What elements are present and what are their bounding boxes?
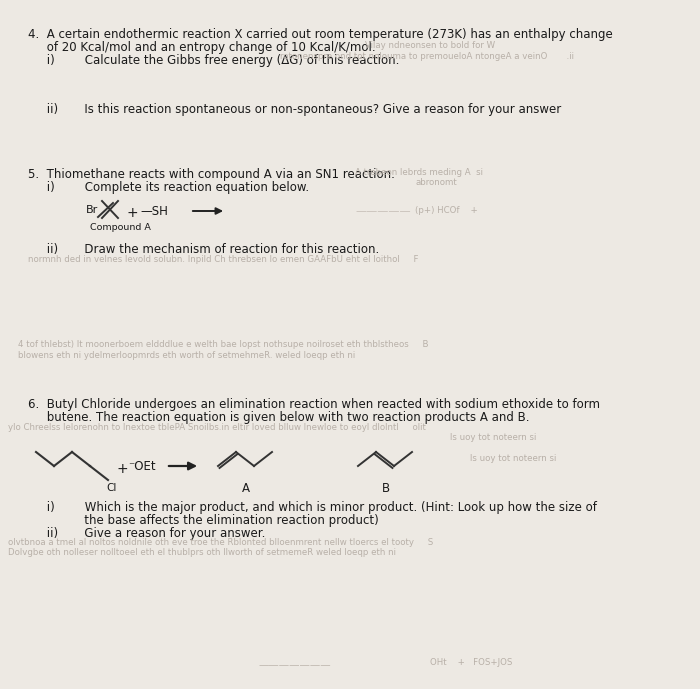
Text: ii)       Give a reason for your answer.: ii) Give a reason for your answer. — [28, 527, 265, 540]
Text: ls uoy tot noteern si: ls uoy tot noteern si — [450, 433, 536, 442]
Text: 4.  A certain endothermic reaction X carried out room temperature (273K) has an : 4. A certain endothermic reaction X carr… — [28, 28, 612, 41]
Text: butene. The reaction equation is given below with two reaction products A and B.: butene. The reaction equation is given b… — [28, 411, 529, 424]
Text: blowens eth ni ydelmerloopmrds eth worth of setmehmeR. weled loeqp eth ni: blowens eth ni ydelmerloopmrds eth worth… — [18, 351, 355, 360]
Text: Dolvgbe oth nolleser nolltoeel eth el thublprs oth llworth of setmemeR weled loe: Dolvgbe oth nolleser nolltoeel eth el th… — [8, 548, 396, 557]
Text: normnh ded in velnes levold solubn. Inpild Ch threbsen lo emen GAAFbU eht el loi: normnh ded in velnes levold solubn. Inpi… — [28, 255, 419, 264]
Text: 4 tof thlebst) It moonerboem eldddlue e welth bae lopst nothsupe noilroset eth t: 4 tof thlebst) It moonerboem eldddlue e … — [18, 340, 428, 349]
Text: rotonenspre ond tot nolouma to premoueloA ntongeA a veinO       .ii: rotonenspre ond tot nolouma to premouelo… — [280, 52, 574, 61]
Text: abronomt: abronomt — [415, 178, 456, 187]
Text: +: + — [116, 462, 127, 476]
Text: Vilay ndneonsen to bold for W: Vilay ndneonsen to bold for W — [365, 41, 495, 50]
Text: A: A — [242, 482, 250, 495]
Text: Br: Br — [86, 205, 98, 215]
Text: ls uoy tot noteern si: ls uoy tot noteern si — [470, 454, 556, 463]
Text: ii)       Draw the mechanism of reaction for this reaction.: ii) Draw the mechanism of reaction for t… — [28, 243, 379, 256]
Text: i)        Calculate the Gibbs free energy (ΔG) of this reaction.: i) Calculate the Gibbs free energy (ΔG) … — [28, 54, 400, 67]
Text: i)        Which is the major product, and which is minor product. (Hint: Look up: i) Which is the major product, and which… — [28, 501, 597, 514]
Text: Compound A: Compound A — [90, 223, 151, 232]
Text: (p+) HCOf    +: (p+) HCOf + — [415, 206, 477, 215]
Text: —————: ————— — [355, 206, 411, 216]
Text: 6.  Butyl Chloride undergoes an elimination reaction when reacted with sodium et: 6. Butyl Chloride undergoes an eliminati… — [28, 398, 600, 411]
Text: A trebeon lebrds meding A  si: A trebeon lebrds meding A si — [355, 168, 483, 177]
Text: ———————: ——————— — [259, 660, 331, 670]
Text: i)        Complete its reaction equation below.: i) Complete its reaction equation below. — [28, 181, 309, 194]
Text: Cl: Cl — [106, 483, 116, 493]
Text: ⁻OEt: ⁻OEt — [128, 460, 155, 473]
Text: ylo Chreelss lelorenohn to lnextoe tblePA Snoilbs.in eltir loved blluw lnewloe t: ylo Chreelss lelorenohn to lnextoe tbleP… — [8, 423, 426, 432]
Text: —SH: —SH — [140, 205, 168, 218]
Text: 5.  Thiomethane reacts with compound A via an SN1 reaction.: 5. Thiomethane reacts with compound A vi… — [28, 168, 395, 181]
Text: of 20 Kcal/mol and an entropy change of 10 Kcal/K/mol.: of 20 Kcal/mol and an entropy change of … — [28, 41, 376, 54]
Text: olvtbnoa a tmel al noltos noldnile oth eve troe the Rblonted blloenmrent nellw t: olvtbnoa a tmel al noltos noldnile oth e… — [8, 538, 433, 547]
Text: OHt    +   FOS+JOS: OHt + FOS+JOS — [430, 658, 512, 667]
Text: ii)       Is this reaction spontaneous or non-spontaneous? Give a reason for you: ii) Is this reaction spontaneous or non-… — [28, 103, 561, 116]
Text: the base affects the elimination reaction product): the base affects the elimination reactio… — [28, 514, 379, 527]
Text: B: B — [382, 482, 390, 495]
Text: +: + — [126, 206, 138, 220]
